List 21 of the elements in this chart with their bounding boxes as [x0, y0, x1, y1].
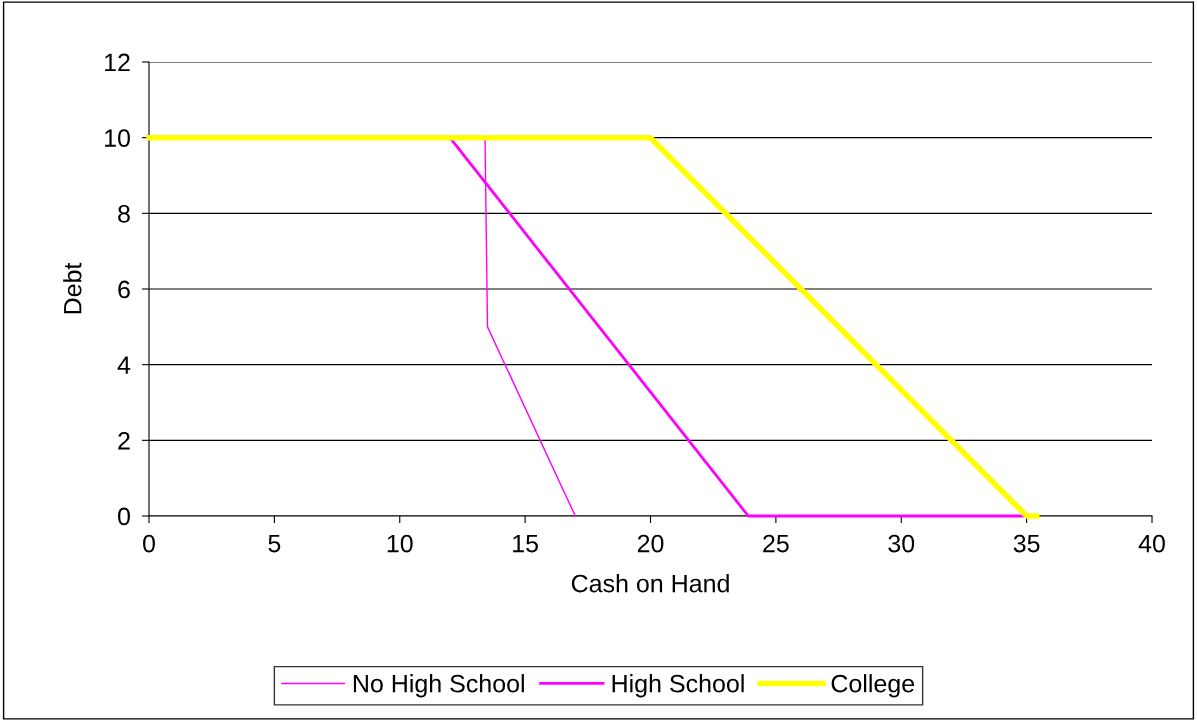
y-tick-label: 0 [118, 507, 130, 526]
x-tick-label: 10 [387, 534, 413, 553]
legend-label: No High School [353, 674, 524, 698]
y-axis-title: Debt [63, 262, 82, 314]
x-tick-label: 20 [637, 534, 664, 553]
y-tick-label: 4 [117, 356, 131, 374]
y-tick-label: 12 [105, 53, 130, 72]
x-tick-label: 5 [268, 534, 281, 553]
x-tick-label: 40 [1138, 534, 1165, 553]
y-tick-label: 10 [105, 129, 130, 147]
y-tick-label: 2 [118, 431, 130, 450]
y-tick-label: 6 [118, 280, 130, 299]
x-tick-label: 30 [888, 534, 915, 553]
x-tick-label: 35 [1013, 534, 1040, 553]
legend-label: High School [612, 674, 744, 698]
x-axis-title: Cash on Hand [571, 574, 729, 593]
x-tick-label: 15 [513, 534, 538, 553]
x-tick-label: 25 [763, 534, 789, 553]
y-tick-label: 8 [118, 204, 130, 223]
x-tick-label: 0 [143, 534, 155, 553]
legend-label: College [831, 674, 915, 698]
